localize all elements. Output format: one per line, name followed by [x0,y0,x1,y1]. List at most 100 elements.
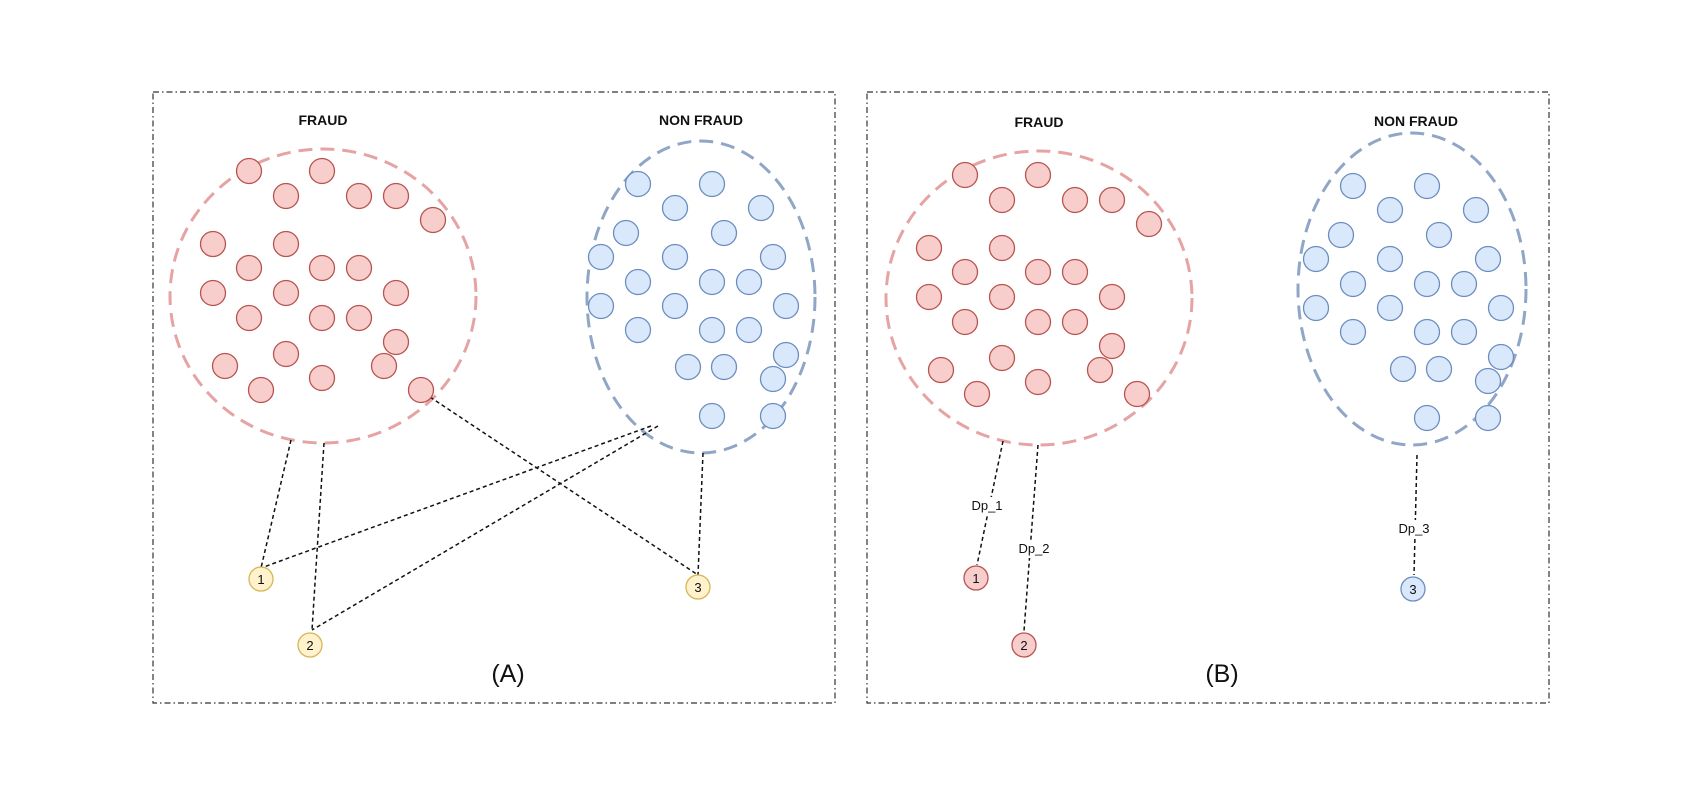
panel-b-nonfraud-title: NON FRAUD [1374,113,1458,129]
connector-fraud-to-point-2 [311,442,325,631]
cluster-node [988,234,1016,262]
panel-a-fraud-cluster [168,147,478,445]
panel-b-fraud-nodes [915,161,1163,408]
panel-a-fraud-nodes [199,157,447,404]
cluster-node [951,308,979,336]
query-point-label: 2 [1020,638,1027,653]
cluster-node [1135,210,1163,238]
cluster-node [624,268,652,296]
panel-a-frame [152,91,836,704]
connector-nonfraud-to-point-3 [697,452,704,576]
panel-a-label: (A) [491,660,524,688]
cluster-node [759,243,787,271]
panel-b-query-point-1: 1 [963,565,989,591]
cluster-node [1487,343,1515,371]
cluster-node [199,230,227,258]
cluster-node [1302,294,1330,322]
cluster-node [674,353,702,381]
cluster-node [1450,270,1478,298]
cluster-node [1024,308,1052,336]
query-point-circle [248,566,274,592]
cluster-node [1061,308,1089,336]
panel-a-query-point-3: 3 [685,574,711,600]
panel-b-frame [866,91,1550,704]
cluster-node [308,157,336,185]
cluster-node [1413,270,1441,298]
cluster-node [1024,161,1052,189]
query-point-circle [1011,632,1037,658]
panel-b-query-point-3: 3 [1400,576,1426,602]
cluster-node [1123,380,1151,408]
cluster-node [199,279,227,307]
query-point-label: 3 [694,580,701,595]
cluster-node [1413,404,1441,432]
panel-b-fraud-cluster [884,149,1194,447]
dp3-label: Dp_3 [1398,521,1429,536]
panel-a-fraud-title: FRAUD [299,112,348,128]
cluster-node [382,279,410,307]
cluster-node [772,341,800,369]
query-point-label: 1 [257,572,264,587]
cluster-node [211,352,239,380]
cluster-node [1024,368,1052,396]
cluster-node [661,243,689,271]
cluster-node [1339,172,1367,200]
cluster-node [612,219,640,247]
cluster-node [1098,332,1126,360]
cluster-node [710,353,738,381]
panel-a-connectors [260,396,704,631]
cluster-node [1376,196,1404,224]
cluster-node [1462,196,1490,224]
cluster-node [1389,355,1417,383]
cluster-node [272,230,300,258]
query-point-circle [297,632,323,658]
cluster-node [915,234,943,262]
cluster-node [1339,270,1367,298]
panel-b-nonfraud-cluster [1296,131,1528,447]
cluster-node [988,186,1016,214]
cluster-node [915,283,943,311]
cluster-node [759,365,787,393]
panel-b-query-point-2: 2 [1011,632,1037,658]
connector-dp3 [1413,454,1418,576]
panel-b-nonfraud-nodes [1302,172,1515,432]
cluster-node [951,161,979,189]
cluster-node [272,279,300,307]
cluster-node [1327,221,1355,249]
cluster-node [1098,186,1126,214]
cluster-node [772,292,800,320]
cluster-node [235,304,263,332]
cluster-node [1425,221,1453,249]
cluster-node [1339,318,1367,346]
panel-a-query-point-2: 2 [297,632,323,658]
cluster-node [1061,186,1089,214]
cluster-node [1425,355,1453,383]
panel-a-nonfraud-title: NON FRAUD [659,112,743,128]
dp1-label: Dp_1 [971,498,1002,513]
cluster-node [272,340,300,368]
cluster-node [698,170,726,198]
query-point-circle [963,565,989,591]
cluster-node [370,352,398,380]
cluster-node [308,254,336,282]
cluster-node [735,268,763,296]
cluster-node [661,194,689,222]
dp2-label-bg [1012,540,1056,558]
connector-nonfraud-to-point-1 [260,425,652,569]
cluster-node [624,316,652,344]
cluster-node [308,364,336,392]
panel-a-nonfraud-nodes [587,170,800,430]
cluster-node [661,292,689,320]
cluster-node [345,182,373,210]
cluster-node [407,376,435,404]
cluster-node [1061,258,1089,286]
cluster-node [587,243,615,271]
cluster-node [698,316,726,344]
cluster-node [1413,318,1441,346]
cluster-node [235,254,263,282]
cluster-node [1086,356,1114,384]
cluster-node [1098,283,1126,311]
panel-a-query-point-1: 1 [248,566,274,592]
cluster-node [951,258,979,286]
